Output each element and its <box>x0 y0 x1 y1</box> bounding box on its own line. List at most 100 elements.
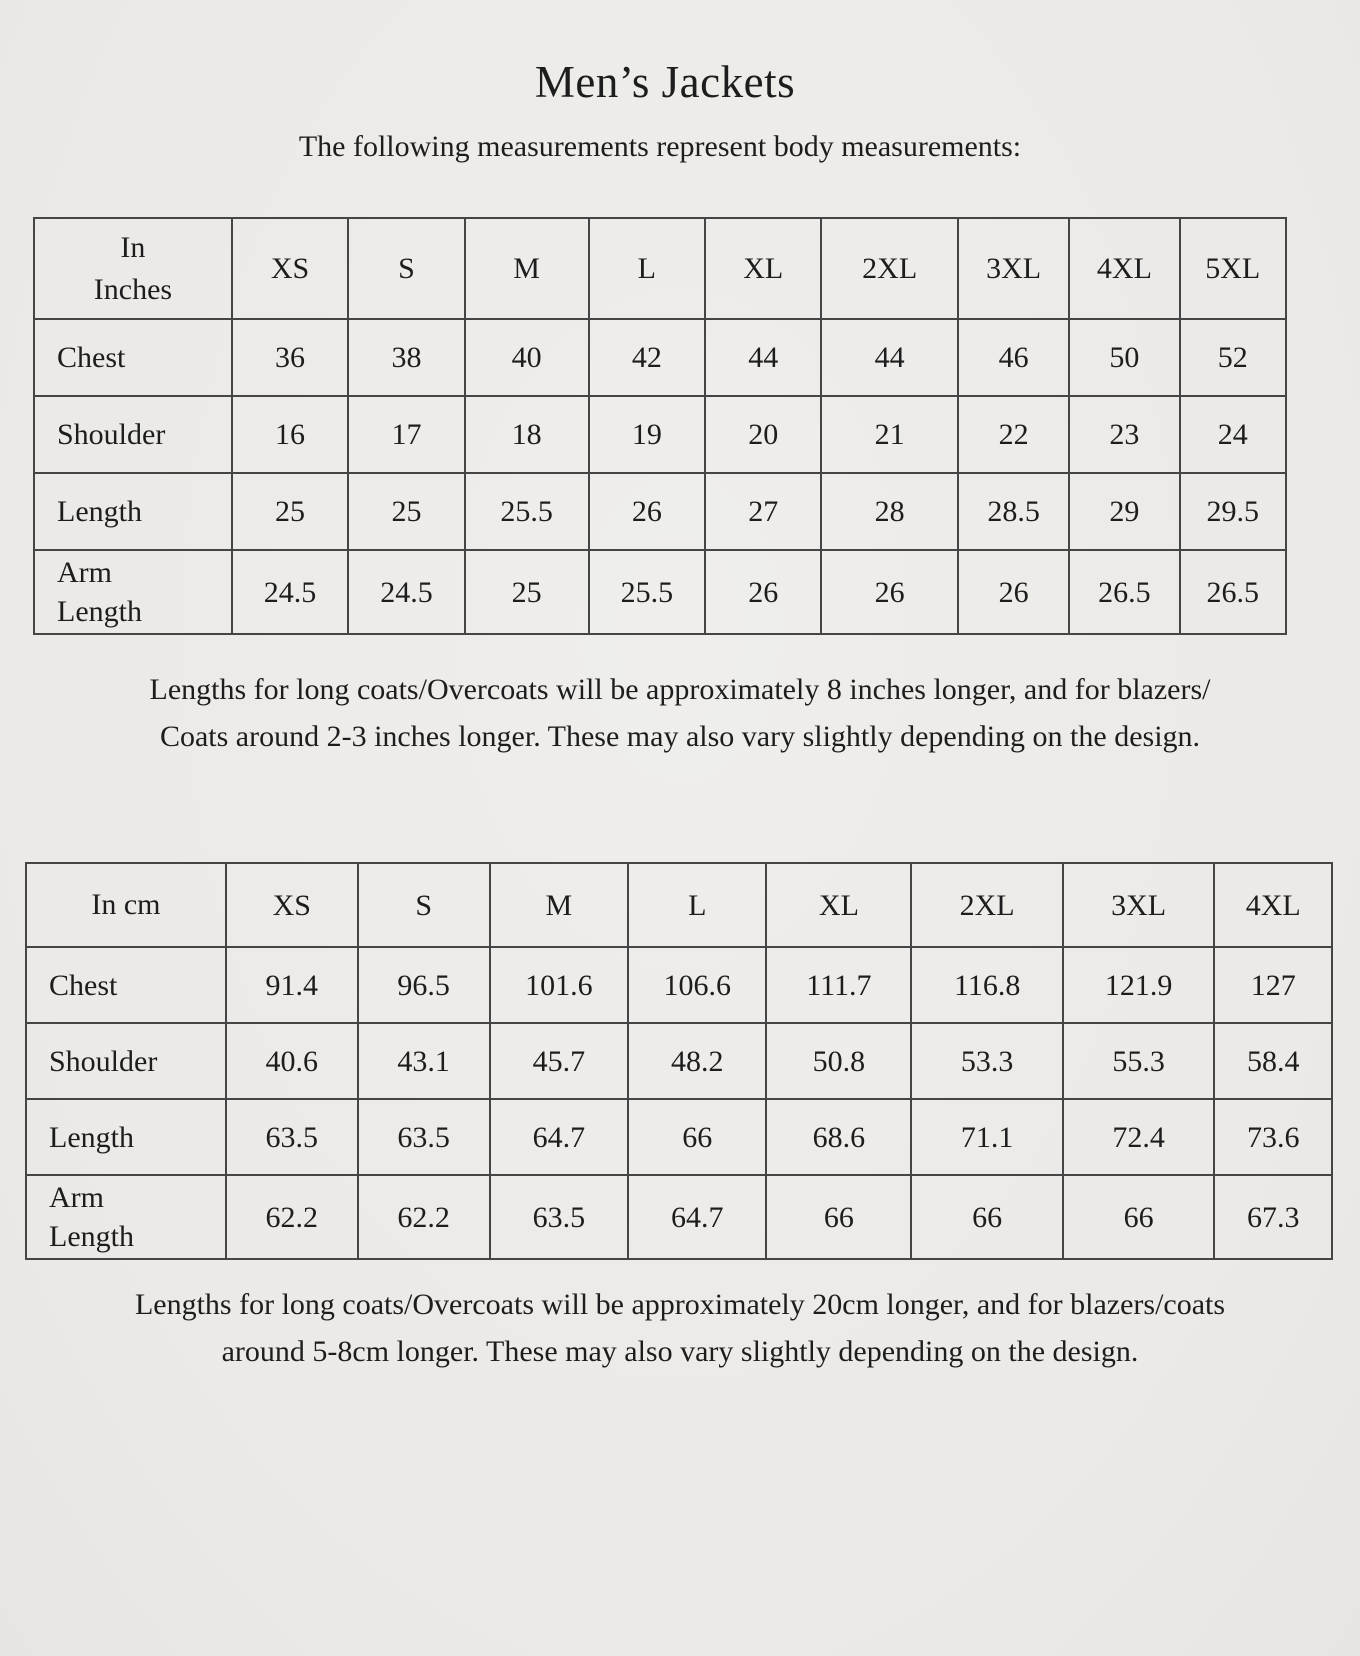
size-header-cell: 4XL <box>1068 217 1181 320</box>
value-cell: 24.5 <box>347 549 466 635</box>
unit-label-cell: In Inches <box>33 217 233 320</box>
value-cell: 29 <box>1068 472 1181 551</box>
value-cell: 91.4 <box>224 946 359 1024</box>
value-cell: 46 <box>956 318 1071 397</box>
measurement-row: Arm Length 62.2 62.2 63.5 64.7 66 66 66 67.3 <box>25 1174 1333 1260</box>
size-header-cell: M <box>488 862 630 948</box>
value-cell: 62.2 <box>356 1174 491 1260</box>
row-label-cell: Length <box>25 1098 227 1176</box>
value-cell: 50 <box>1068 318 1181 397</box>
value-cell: 43.1 <box>356 1022 491 1100</box>
value-cell: 71.1 <box>910 1098 1064 1176</box>
value-cell: 24 <box>1178 395 1287 474</box>
row-label-cell: Chest <box>25 946 227 1024</box>
row-label-cell: Arm Length <box>25 1174 227 1260</box>
size-header-row: In Inches XS S M L XL 2XL 3XL 4XL 5XL <box>33 217 1287 320</box>
value-cell: 25 <box>230 472 350 551</box>
inches-size-table: In Inches XS S M L XL 2XL 3XL 4XL 5XL Chest 36 38 40 4… <box>33 217 1287 635</box>
value-cell: 26.5 <box>1178 549 1287 635</box>
size-header-cell: S <box>347 217 466 320</box>
value-cell: 64.7 <box>627 1174 768 1260</box>
size-header-cell: M <box>463 217 590 320</box>
value-cell: 63.5 <box>488 1174 630 1260</box>
size-header-cell: 3XL <box>1061 862 1216 948</box>
value-cell: 38 <box>347 318 466 397</box>
size-header-cell: 4XL <box>1213 862 1333 948</box>
value-cell: 101.6 <box>488 946 630 1024</box>
row-label-cell: Chest <box>33 318 233 397</box>
value-cell: 26 <box>587 472 707 551</box>
value-cell: 26.5 <box>1068 549 1181 635</box>
size-header-cell: XL <box>704 217 823 320</box>
value-cell: 23 <box>1068 395 1181 474</box>
value-cell: 127 <box>1213 946 1333 1024</box>
value-cell: 55.3 <box>1061 1022 1216 1100</box>
size-header-cell: L <box>587 217 707 320</box>
value-cell: 28.5 <box>956 472 1071 551</box>
value-cell: 22 <box>956 395 1071 474</box>
measurement-row: Length 63.5 63.5 64.7 66 68.6 71.1 72.4 73.6 <box>25 1098 1333 1176</box>
value-cell: 48.2 <box>627 1022 768 1100</box>
value-cell: 116.8 <box>910 946 1064 1024</box>
measurement-row: Shoulder 40.6 43.1 45.7 48.2 50.8 53.3 55.3 58.4 <box>25 1022 1333 1100</box>
value-cell: 25 <box>347 472 466 551</box>
value-cell: 62.2 <box>224 1174 359 1260</box>
measurement-row: Arm Length 24.5 24.5 25 25.5 26 26 26 26.5 26.5 <box>33 549 1287 635</box>
row-label-cell: Shoulder <box>33 395 233 474</box>
inches-table-note: Lengths for long coats/Overcoats will be… <box>149 673 1211 753</box>
value-cell: 66 <box>765 1174 913 1260</box>
value-cell: 64.7 <box>488 1098 630 1176</box>
measurement-row: Chest 36 38 40 42 44 44 46 50 52 <box>33 318 1287 397</box>
value-cell: 73.6 <box>1213 1098 1333 1176</box>
value-cell: 25.5 <box>587 549 707 635</box>
value-cell: 24.5 <box>230 549 350 635</box>
size-header-cell: 5XL <box>1178 217 1287 320</box>
value-cell: 40.6 <box>224 1022 359 1100</box>
cm-table-note: Lengths for long coats/Overcoats will be… <box>134 1288 1226 1368</box>
value-cell: 96.5 <box>356 946 491 1024</box>
value-cell: 26 <box>704 549 823 635</box>
value-cell: 28 <box>820 472 959 551</box>
value-cell: 52 <box>1178 318 1287 397</box>
cm-size-table: In cm XS S M L XL 2XL 3XL 4XL Chest 91.4 96.5 101.6 1… <box>25 862 1333 1260</box>
size-header-cell: S <box>356 862 491 948</box>
value-cell: 58.4 <box>1213 1022 1333 1100</box>
size-chart-document: Men’s Jackets The following measurements… <box>0 56 1360 1375</box>
value-cell: 106.6 <box>627 946 768 1024</box>
value-cell: 44 <box>704 318 823 397</box>
value-cell: 25.5 <box>463 472 590 551</box>
value-cell: 63.5 <box>224 1098 359 1176</box>
value-cell: 68.6 <box>765 1098 913 1176</box>
size-header-cell: L <box>627 862 768 948</box>
value-cell: 19 <box>587 395 707 474</box>
value-cell: 44 <box>820 318 959 397</box>
value-cell: 17 <box>347 395 466 474</box>
size-header-cell: 2XL <box>910 862 1064 948</box>
size-header-cell: XS <box>224 862 359 948</box>
size-header-row: In cm XS S M L XL 2XL 3XL 4XL <box>25 862 1333 948</box>
value-cell: 67.3 <box>1213 1174 1333 1260</box>
value-cell: 20 <box>704 395 823 474</box>
value-cell: 66 <box>910 1174 1064 1260</box>
value-cell: 27 <box>704 472 823 551</box>
value-cell: 40 <box>463 318 590 397</box>
value-cell: 36 <box>230 318 350 397</box>
size-header-cell: 2XL <box>820 217 959 320</box>
value-cell: 45.7 <box>488 1022 630 1100</box>
value-cell: 66 <box>627 1098 768 1176</box>
measurement-row: Shoulder 16 17 18 19 20 21 22 23 24 <box>33 395 1287 474</box>
row-label-cell: Arm Length <box>33 549 233 635</box>
value-cell: 63.5 <box>356 1098 491 1176</box>
row-label-cell: Shoulder <box>25 1022 227 1100</box>
value-cell: 121.9 <box>1061 946 1216 1024</box>
value-cell: 26 <box>820 549 959 635</box>
size-header-cell: XL <box>765 862 913 948</box>
measurement-row: Chest 91.4 96.5 101.6 106.6 111.7 116.8 121.9 12… <box>25 946 1333 1024</box>
value-cell: 16 <box>230 395 350 474</box>
value-cell: 21 <box>820 395 959 474</box>
size-header-cell: XS <box>230 217 350 320</box>
value-cell: 72.4 <box>1061 1098 1216 1176</box>
value-cell: 50.8 <box>765 1022 913 1100</box>
value-cell: 26 <box>956 549 1071 635</box>
value-cell: 66 <box>1061 1174 1216 1260</box>
